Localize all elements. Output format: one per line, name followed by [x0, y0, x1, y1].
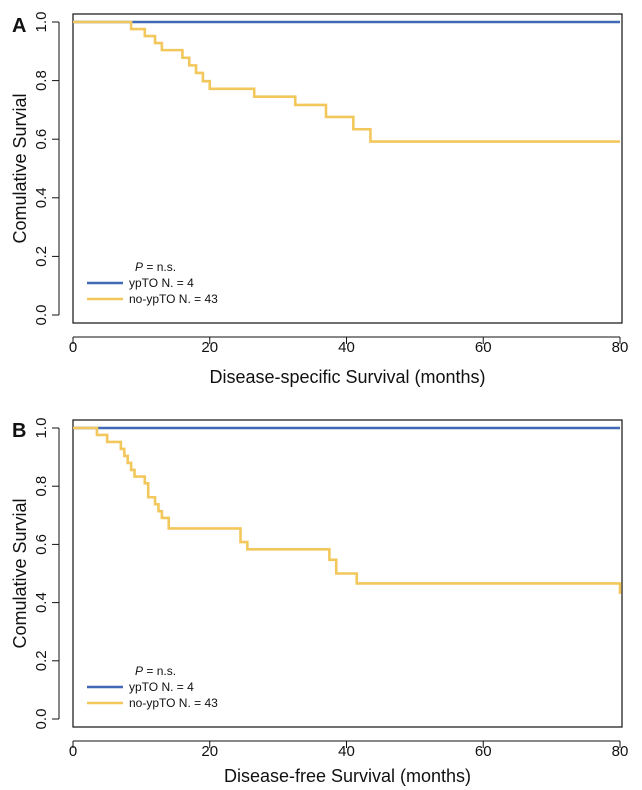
y-tick-label: 0.4	[33, 592, 50, 613]
x-tick-label: 80	[612, 339, 629, 356]
x-axis: 0 20 40 60 80	[69, 336, 629, 356]
legend-p-value: P = n.s.	[135, 260, 176, 274]
legend-p-text: = n.s.	[143, 664, 176, 678]
y-tick-label: 0.0	[33, 709, 50, 730]
y-tick-label: 1.0	[33, 12, 50, 33]
y-tick-label: 0.2	[33, 246, 50, 267]
y-tick-label: 0.2	[33, 650, 50, 671]
x-axis: 0 20 40 60 80	[69, 740, 629, 760]
x-tick-label: 20	[201, 743, 218, 760]
panel-b: B 0 20 40 60 80 Disease-free Survival (months…	[10, 418, 628, 786]
y-axis-title: Comulative Survial	[10, 498, 30, 648]
plot-frame	[72, 419, 623, 728]
x-axis-title: Disease-free Survival (months)	[224, 766, 471, 786]
series-line-1	[73, 426, 622, 594]
panel-b-letter: B	[12, 420, 26, 442]
legend: P = n.s. ypTO N. = 4 no-ypTO N. = 43	[87, 664, 218, 710]
x-tick-label: 60	[475, 743, 492, 760]
y-tick-label: 0.4	[33, 187, 50, 208]
legend-label: no-ypTO N. = 43	[129, 696, 218, 710]
x-tick-label: 0	[69, 743, 77, 760]
x-tick-label: 40	[338, 743, 355, 760]
y-tick-label: 0.8	[33, 476, 50, 497]
y-tick-label: 0.8	[33, 70, 50, 91]
x-tick-label: 60	[475, 339, 492, 356]
series-line-1	[73, 20, 620, 143]
legend-label: ypTO N. = 4	[129, 276, 194, 290]
legend-p-value: P = n.s.	[135, 664, 176, 678]
plot-frame	[72, 13, 623, 324]
y-tick-label: 1.0	[33, 418, 50, 439]
y-axis: 0.0 0.2 0.4 0.6 0.8 1.0	[33, 418, 60, 730]
y-tick-label: 0.0	[33, 305, 50, 326]
panel-a: A 0 20 40 60 80 Disease-specific Survival (mo…	[10, 12, 628, 387]
legend: P = n.s. ypTO N. = 4 no-ypTO N. = 43	[87, 260, 218, 306]
x-tick-label: 20	[201, 339, 218, 356]
panel-a-letter: A	[12, 15, 26, 37]
y-axis-title: Comulative Survial	[10, 93, 30, 243]
legend-label: no-ypTO N. = 43	[129, 292, 218, 306]
x-tick-label: 0	[69, 339, 77, 356]
legend-p-symbol: P	[135, 260, 143, 274]
legend-p-symbol: P	[135, 664, 143, 678]
legend-p-text: = n.s.	[143, 260, 176, 274]
x-tick-label: 40	[338, 339, 355, 356]
x-tick-label: 80	[612, 743, 629, 760]
y-axis: 0.0 0.2 0.4 0.6 0.8 1.0	[33, 12, 60, 326]
legend-label: ypTO N. = 4	[129, 680, 194, 694]
x-axis-title: Disease-specific Survival (months)	[209, 367, 485, 387]
y-tick-label: 0.6	[33, 129, 50, 150]
y-tick-label: 0.6	[33, 534, 50, 555]
